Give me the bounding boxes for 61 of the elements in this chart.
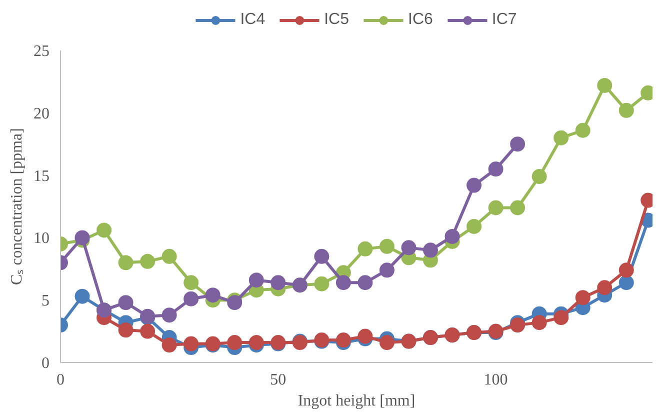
- point: [597, 280, 612, 296]
- point: [379, 262, 394, 278]
- y-tick-label: 5: [42, 292, 50, 310]
- point: [554, 310, 569, 326]
- point: [466, 178, 482, 193]
- point: [510, 200, 526, 216]
- point: [358, 241, 373, 256]
- point: [248, 272, 264, 288]
- legend-label: IC4: [240, 11, 266, 29]
- point: [379, 335, 394, 350]
- y-tick-label: 25: [34, 43, 50, 60]
- point: [314, 248, 330, 264]
- legend-label: IC6: [408, 11, 433, 29]
- point: [227, 335, 242, 350]
- point: [184, 291, 199, 306]
- point: [488, 162, 504, 177]
- point: [423, 242, 438, 258]
- point: [162, 248, 177, 264]
- y-tick-label: 15: [34, 168, 50, 185]
- point: [140, 254, 156, 269]
- point: [618, 102, 634, 118]
- point: [96, 222, 112, 238]
- y-axis-title: Cₛ concentration [ppma]: [8, 128, 26, 285]
- point: [184, 336, 199, 352]
- x-axis-title: Ingot height [mm]: [298, 392, 416, 410]
- point: [379, 238, 394, 254]
- point: [358, 275, 373, 290]
- point: [205, 288, 220, 303]
- point: [618, 262, 634, 278]
- x-tick-label: 100: [484, 372, 508, 388]
- point: [597, 78, 612, 93]
- point: [270, 275, 286, 290]
- point: [444, 228, 460, 244]
- legend-label: IC7: [492, 11, 517, 29]
- y-tick-label: 0: [42, 355, 50, 372]
- point: [74, 288, 90, 304]
- point: [466, 218, 482, 234]
- point: [140, 324, 156, 339]
- y-tick-label: 10: [34, 230, 50, 248]
- point: [510, 136, 526, 152]
- x-tick-label: 0: [56, 372, 64, 388]
- x-tick-label: 50: [270, 372, 286, 388]
- y-tick-label: 20: [34, 105, 50, 122]
- point: [532, 315, 547, 330]
- point: [488, 200, 504, 216]
- point: [575, 290, 590, 306]
- point: [118, 322, 134, 338]
- point: [575, 122, 590, 138]
- point: [162, 308, 177, 323]
- point: [401, 240, 416, 256]
- point: [532, 169, 547, 184]
- point: [618, 275, 634, 290]
- point: [162, 338, 177, 353]
- point: [74, 230, 90, 246]
- point: [184, 275, 199, 290]
- point: [118, 295, 134, 310]
- legend-label: IC5: [324, 11, 349, 29]
- point: [118, 255, 134, 270]
- point: [314, 276, 330, 292]
- point: [336, 275, 351, 290]
- point: [554, 130, 569, 146]
